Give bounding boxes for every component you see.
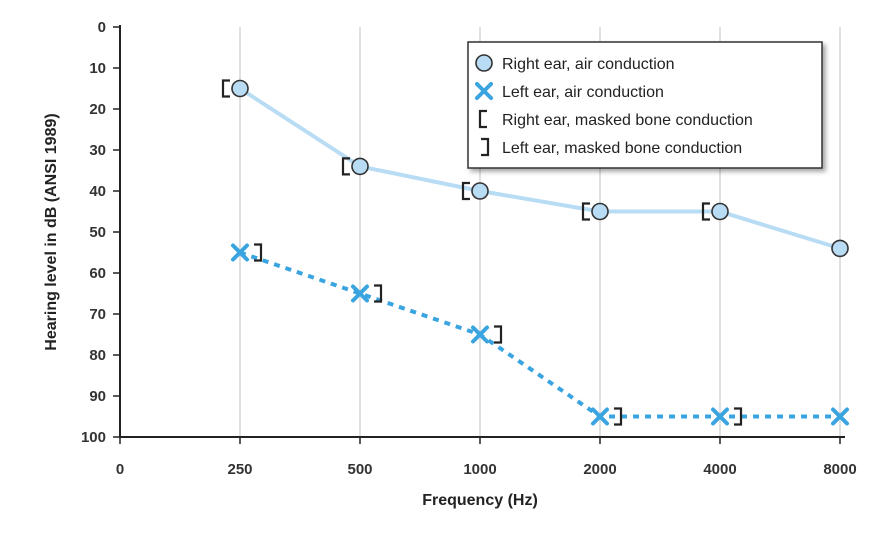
y-axis-title: Hearing level in dB (ANSI 1989) xyxy=(43,113,60,350)
legend-symbol-right-ear-air-conduction xyxy=(475,54,493,72)
y-tick-label-80: 80 xyxy=(89,347,106,364)
x-tick-label-2000: 2000 xyxy=(583,461,616,478)
marker-right-ear-air-conduction-4000 xyxy=(711,202,729,221)
y-tick-label-40: 40 xyxy=(89,183,106,200)
legend-symbol-left-ear-masked-bone-conduction xyxy=(481,137,490,157)
y-tick-label-0: 0 xyxy=(98,19,106,36)
marker-left-ear-air-conduction-2000 xyxy=(591,407,609,426)
x-tick-label-250: 250 xyxy=(227,461,252,478)
marker-right-ear-air-conduction-2000 xyxy=(591,202,609,221)
y-tick-label-90: 90 xyxy=(89,388,106,405)
marker-left-ear-masked-bone-conduction-500 xyxy=(374,284,383,303)
y-tick-label-20: 20 xyxy=(89,101,106,118)
marker-right-ear-air-conduction-500 xyxy=(351,157,369,176)
x-tick-label-500: 500 xyxy=(347,461,372,478)
marker-right-ear-air-conduction-1000 xyxy=(471,182,489,200)
legend-label-right-ear-masked-bone-conduction: Right ear, masked bone conduction xyxy=(502,112,753,129)
x-tick-label-1000: 1000 xyxy=(463,461,496,478)
marker-left-ear-air-conduction-1000 xyxy=(471,325,489,344)
series-line-left-ear-air-conduction xyxy=(239,250,840,419)
y-tick-label-70: 70 xyxy=(89,306,106,323)
marker-left-ear-masked-bone-conduction-250 xyxy=(254,243,263,262)
marker-right-ear-masked-bone-conduction-1000 xyxy=(461,181,470,201)
legend-box xyxy=(467,41,823,169)
marker-right-ear-air-conduction-250 xyxy=(231,79,249,98)
marker-left-ear-masked-bone-conduction-1000 xyxy=(494,325,503,344)
x-axis-title: Frequency (Hz) xyxy=(422,492,538,509)
x-tick-label-4000: 4000 xyxy=(703,461,736,478)
series-line-right-ear-air-conduction xyxy=(238,86,841,251)
legend-label-left-ear-air-conduction: Left ear, air conduction xyxy=(502,84,664,101)
x-tick-label-0: 0 xyxy=(116,461,124,478)
marker-left-ear-air-conduction-4000 xyxy=(711,407,729,426)
marker-left-ear-air-conduction-8000 xyxy=(831,407,849,426)
y-tick-label-30: 30 xyxy=(89,142,106,159)
marker-right-ear-masked-bone-conduction-500 xyxy=(341,157,350,176)
marker-left-ear-air-conduction-250 xyxy=(231,243,249,262)
marker-left-ear-masked-bone-conduction-4000 xyxy=(734,407,743,426)
x-tick-label-8000: 8000 xyxy=(823,461,856,478)
y-tick-label-10: 10 xyxy=(89,60,106,77)
marker-left-ear-masked-bone-conduction-2000 xyxy=(614,407,623,426)
legend-label-right-ear-air-conduction: Right ear, air conduction xyxy=(502,56,675,73)
marker-right-ear-air-conduction-8000 xyxy=(831,239,849,258)
legend-symbol-left-ear-air-conduction xyxy=(475,82,493,100)
legend-symbol-right-ear-masked-bone-conduction xyxy=(478,109,487,129)
series-lines xyxy=(238,86,841,419)
legend: Right ear, air conduction Left ear, air c… xyxy=(467,41,823,169)
y-tick-label-60: 60 xyxy=(89,265,106,282)
y-tick-label-50: 50 xyxy=(89,224,106,241)
legend-label-left-ear-masked-bone-conduction: Left ear, masked bone conduction xyxy=(502,140,742,157)
marker-right-ear-masked-bone-conduction-4000 xyxy=(701,202,710,221)
marker-right-ear-masked-bone-conduction-250 xyxy=(221,79,230,98)
marker-right-ear-masked-bone-conduction-2000 xyxy=(581,202,590,221)
marker-left-ear-air-conduction-500 xyxy=(351,284,369,303)
y-tick-label-100: 100 xyxy=(81,429,106,446)
data-markers xyxy=(221,79,849,426)
